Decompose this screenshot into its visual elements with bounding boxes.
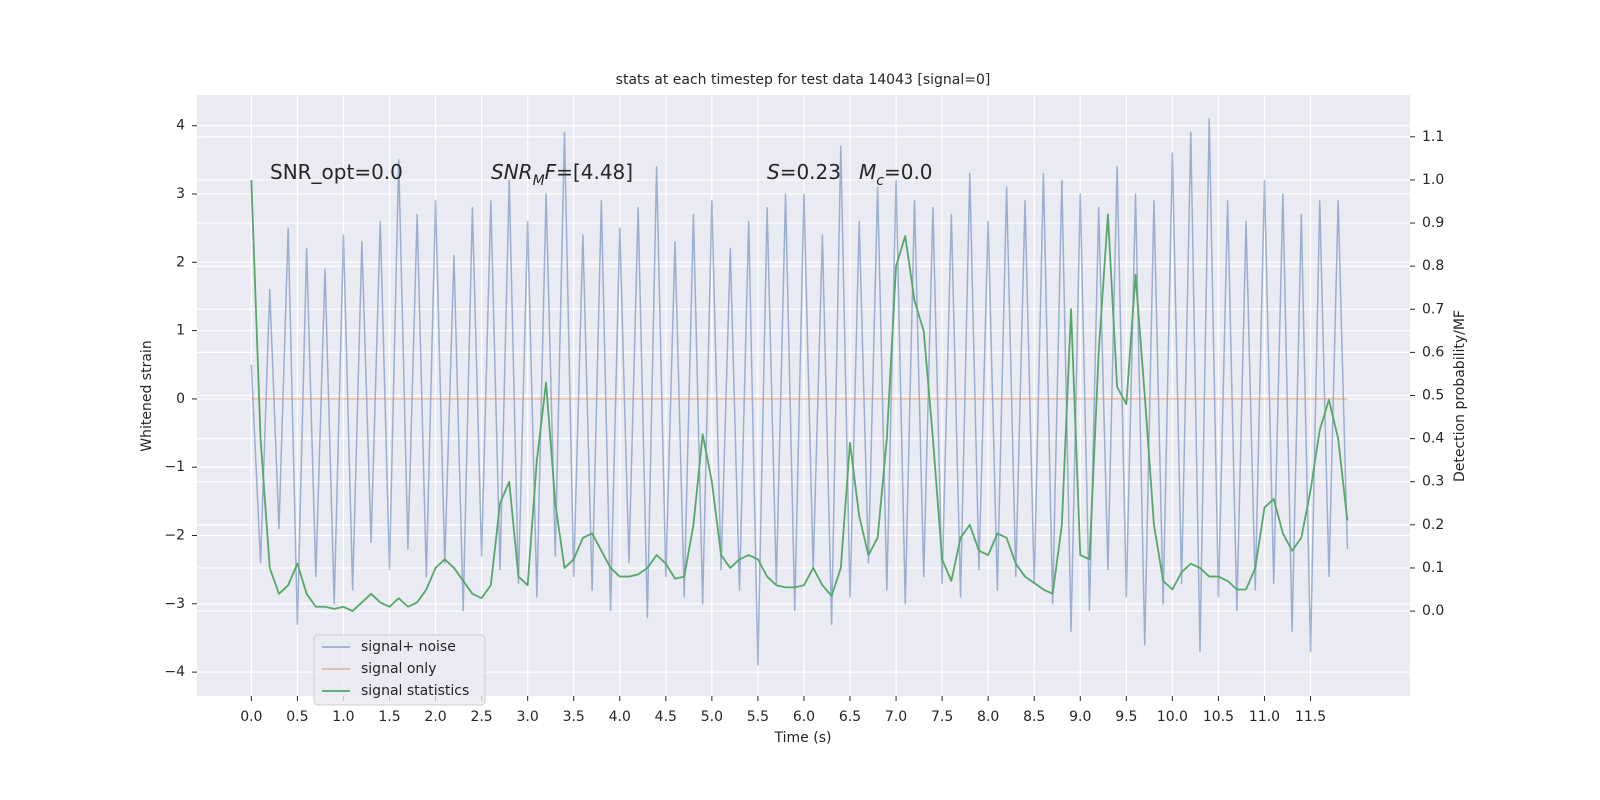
y2-tick-label: 0.1 bbox=[1422, 560, 1444, 576]
annotation-part: =0.23 bbox=[780, 160, 841, 184]
y2-tick-label: 0.0 bbox=[1422, 603, 1444, 619]
x-tick-label: 4.5 bbox=[655, 709, 677, 725]
y-tick-label: −2 bbox=[164, 528, 185, 544]
y2-tick-label: 0.4 bbox=[1422, 431, 1444, 447]
x-tick-label: 2.5 bbox=[470, 709, 492, 725]
x-tick-label: 7.0 bbox=[885, 709, 907, 725]
legend-frame bbox=[313, 634, 486, 706]
annotation-part: M bbox=[859, 160, 876, 184]
y2-axis-label: Detection probability/MF bbox=[1452, 310, 1468, 482]
annotation-part: SNR_opt=0.0 bbox=[270, 160, 403, 184]
annotation: SNRMF=[4.48] bbox=[491, 160, 633, 190]
legend-label: signal statistics bbox=[361, 683, 469, 699]
x-tick-label: 5.0 bbox=[701, 709, 723, 725]
y2-tick-label: 0.2 bbox=[1422, 517, 1444, 533]
y2-tick-label: 1.1 bbox=[1422, 129, 1444, 145]
x-tick-label: 2.0 bbox=[424, 709, 446, 725]
y-tick-label: 1 bbox=[176, 323, 185, 339]
x-tick-label: 5.5 bbox=[747, 709, 769, 725]
x-tick-label: 9.0 bbox=[1069, 709, 1091, 725]
y2-tick-label: 0.7 bbox=[1422, 301, 1444, 317]
x-axis-label: Time (s) bbox=[774, 730, 832, 746]
y2-tick-label: 1.0 bbox=[1422, 172, 1444, 188]
annotation-part: M bbox=[533, 173, 545, 189]
y2-tick-label: 0.3 bbox=[1422, 474, 1444, 490]
y2-tick-label: 0.9 bbox=[1422, 215, 1444, 231]
y-tick-label: 4 bbox=[176, 118, 185, 134]
x-tick-label: 8.5 bbox=[1023, 709, 1045, 725]
x-tick-label: 1.0 bbox=[332, 709, 354, 725]
series-line bbox=[250, 118, 1349, 667]
series-line bbox=[250, 179, 1349, 612]
x-tick-label: 11.5 bbox=[1295, 709, 1326, 725]
annotation-part: S bbox=[767, 160, 780, 184]
x-tick-label: 6.0 bbox=[793, 709, 815, 725]
x-tick-label: 3.0 bbox=[517, 709, 539, 725]
axes: 0.0 0.5 1.0 1.5 2.0 2.5 3.0 3.5 4.0 4.5 5.0 5.5 6.0 6… bbox=[164, 118, 1444, 725]
x-tick-label: 6.5 bbox=[839, 709, 861, 725]
x-tick-label: 0.0 bbox=[240, 709, 262, 725]
annotation: Mc=0.0 bbox=[859, 160, 933, 190]
annotation-part: F bbox=[545, 160, 557, 184]
x-tick-label: 0.5 bbox=[286, 709, 308, 725]
y-tick-label: −3 bbox=[164, 596, 185, 612]
annotation-part: =[4.48] bbox=[556, 160, 633, 184]
x-tick-label: 1.5 bbox=[378, 709, 400, 725]
x-tick-label: 10.0 bbox=[1157, 709, 1188, 725]
chart-title: stats at each timestep for test data 140… bbox=[616, 72, 991, 88]
y2-tick-label: 0.6 bbox=[1422, 344, 1444, 360]
legend: signal+ noise signal only signal statistic… bbox=[313, 634, 486, 706]
x-tick-label: 9.5 bbox=[1115, 709, 1137, 725]
annotation-part: =0.0 bbox=[884, 160, 933, 184]
marks bbox=[250, 118, 1349, 667]
annotation: S=0.23 bbox=[767, 160, 841, 184]
legend-label: signal only bbox=[361, 661, 436, 677]
x-tick-label: 11.0 bbox=[1249, 709, 1280, 725]
y-axis-label: Whitened strain bbox=[139, 340, 155, 451]
x-tick-label: 7.5 bbox=[931, 709, 953, 725]
x-tick-label: 3.5 bbox=[563, 709, 585, 725]
y-tick-label: −4 bbox=[164, 664, 185, 680]
annotation-part: c bbox=[876, 173, 884, 189]
x-tick-label: 8.0 bbox=[977, 709, 999, 725]
annotation-part: SNR bbox=[491, 160, 533, 184]
annotations: SNR_opt=0.0 SNRMF=[4.48] S=0.23 Mc=0.0 bbox=[270, 160, 933, 190]
y-tick-label: 0 bbox=[176, 391, 185, 407]
x-tick-label: 10.5 bbox=[1203, 709, 1234, 725]
y2-tick-label: 0.5 bbox=[1422, 388, 1444, 404]
y-tick-label: −1 bbox=[164, 459, 185, 475]
x-tick-label: 4.0 bbox=[609, 709, 631, 725]
legend-label: signal+ noise bbox=[361, 639, 456, 655]
y-tick-label: 3 bbox=[176, 186, 185, 202]
annotation: SNR_opt=0.0 bbox=[270, 160, 403, 184]
y2-tick-label: 0.8 bbox=[1422, 258, 1444, 274]
y-tick-label: 2 bbox=[176, 254, 185, 270]
